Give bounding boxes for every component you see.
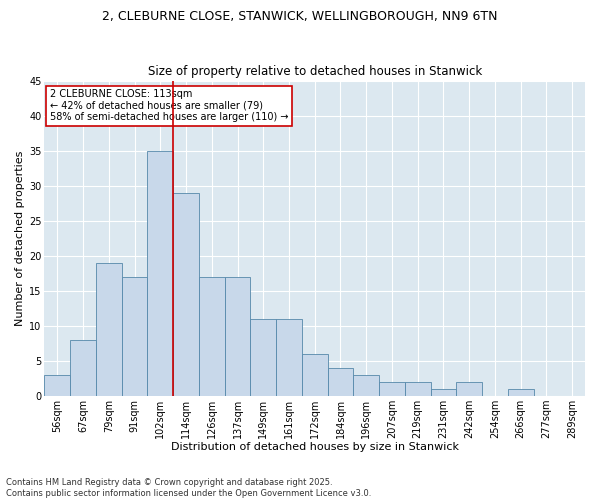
Bar: [431, 389, 456, 396]
Y-axis label: Number of detached properties: Number of detached properties: [15, 151, 25, 326]
Bar: [148, 151, 173, 396]
Bar: [328, 368, 353, 396]
X-axis label: Distribution of detached houses by size in Stanwick: Distribution of detached houses by size …: [171, 442, 459, 452]
Bar: [224, 277, 250, 396]
Bar: [199, 277, 224, 396]
Text: 2 CLEBURNE CLOSE: 113sqm
← 42% of detached houses are smaller (79)
58% of semi-d: 2 CLEBURNE CLOSE: 113sqm ← 42% of detach…: [50, 89, 289, 122]
Bar: [276, 319, 302, 396]
Bar: [96, 263, 122, 396]
Title: Size of property relative to detached houses in Stanwick: Size of property relative to detached ho…: [148, 66, 482, 78]
Text: 2, CLEBURNE CLOSE, STANWICK, WELLINGBOROUGH, NN9 6TN: 2, CLEBURNE CLOSE, STANWICK, WELLINGBORO…: [102, 10, 498, 23]
Bar: [456, 382, 482, 396]
Text: Contains HM Land Registry data © Crown copyright and database right 2025.
Contai: Contains HM Land Registry data © Crown c…: [6, 478, 371, 498]
Bar: [122, 277, 148, 396]
Bar: [44, 375, 70, 396]
Bar: [353, 375, 379, 396]
Bar: [250, 319, 276, 396]
Bar: [173, 193, 199, 396]
Bar: [379, 382, 405, 396]
Bar: [508, 389, 533, 396]
Bar: [405, 382, 431, 396]
Bar: [302, 354, 328, 396]
Bar: [70, 340, 96, 396]
